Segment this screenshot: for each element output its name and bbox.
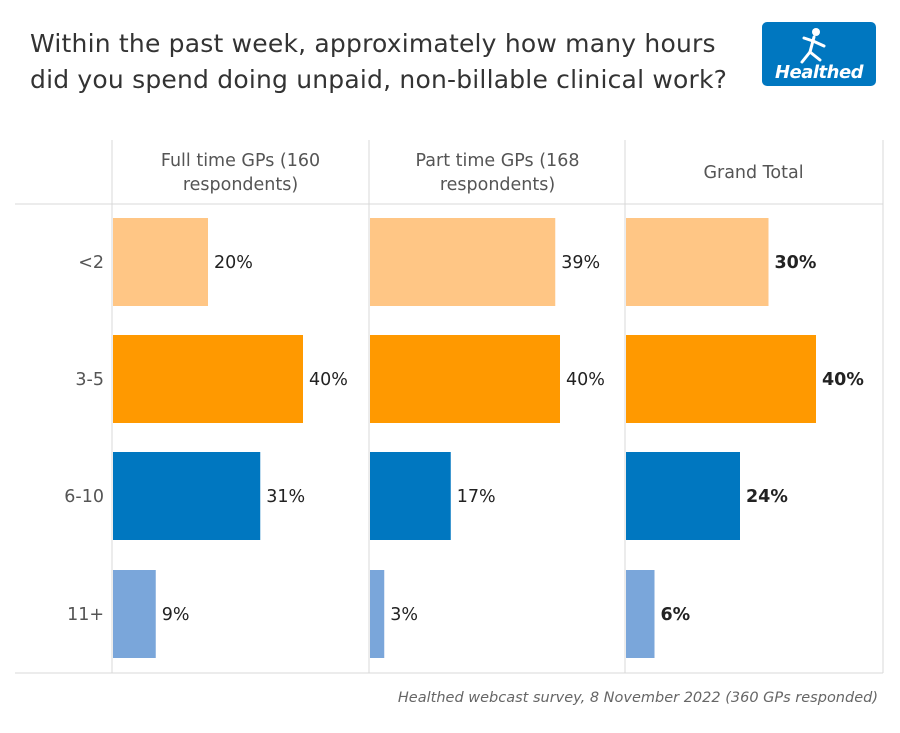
data-label: 20% bbox=[214, 253, 253, 273]
logo-text: Healthed bbox=[774, 62, 864, 83]
data-label: 9% bbox=[162, 605, 190, 625]
chart-title: Within the past week, approximately how … bbox=[30, 26, 730, 98]
column-header-3: Grand Total bbox=[703, 163, 803, 183]
runner-icon bbox=[800, 28, 826, 64]
healthed-logo: Healthed bbox=[762, 22, 876, 86]
row-label: 3-5 bbox=[75, 370, 104, 390]
data-label: 3% bbox=[390, 605, 418, 625]
data-label: 40% bbox=[822, 370, 864, 390]
bar bbox=[370, 452, 451, 540]
title-line-1: Within the past week, approximately how … bbox=[30, 29, 716, 58]
row-label: 6-10 bbox=[64, 487, 104, 507]
column-header-1: Full time GPs (160 bbox=[161, 151, 320, 171]
bar bbox=[626, 335, 816, 423]
bar bbox=[626, 218, 769, 306]
row-label: <2 bbox=[78, 253, 104, 273]
bar bbox=[113, 335, 303, 423]
bar bbox=[113, 218, 208, 306]
source-note: Healthed webcast survey, 8 November 2022… bbox=[397, 690, 878, 706]
data-label: 40% bbox=[309, 370, 348, 390]
bar bbox=[626, 570, 655, 658]
data-label: 17% bbox=[457, 487, 496, 507]
bar bbox=[626, 452, 740, 540]
bar bbox=[370, 218, 556, 306]
data-label: 30% bbox=[775, 253, 817, 273]
bar-chart: Full time GPs (160 respondents) Part time … bbox=[15, 140, 884, 674]
bar bbox=[113, 570, 156, 658]
column-header-1: respondents) bbox=[183, 175, 298, 195]
column-header-2: respondents) bbox=[440, 175, 555, 195]
bar bbox=[370, 335, 560, 423]
data-label: 6% bbox=[661, 605, 691, 625]
data-label: 40% bbox=[566, 370, 605, 390]
title-line-2: did you spend doing unpaid, non-billable… bbox=[30, 65, 728, 94]
data-label: 39% bbox=[561, 253, 600, 273]
row-label: 11+ bbox=[67, 605, 104, 625]
bar bbox=[370, 570, 385, 658]
column-header-2: Part time GPs (168 bbox=[416, 151, 580, 171]
data-label: 31% bbox=[266, 487, 305, 507]
data-label: 24% bbox=[746, 487, 788, 507]
bar bbox=[113, 452, 261, 540]
